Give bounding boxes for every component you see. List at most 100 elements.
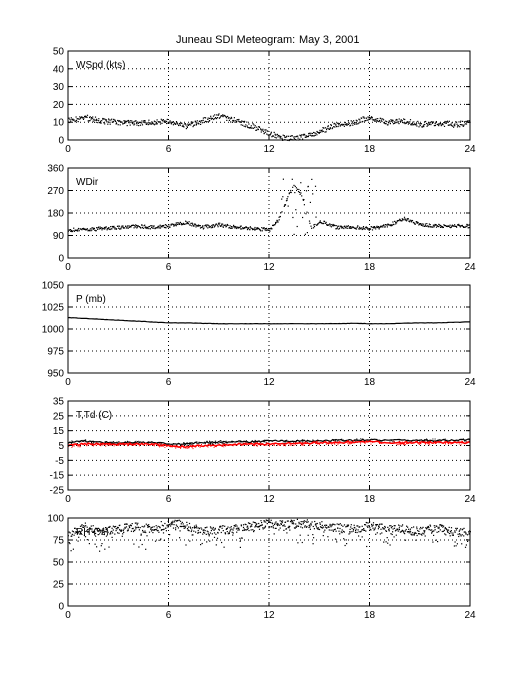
data-point bbox=[177, 123, 179, 125]
data-point bbox=[246, 526, 248, 528]
data-point bbox=[286, 199, 288, 201]
data-point bbox=[418, 126, 420, 128]
data-point bbox=[97, 228, 99, 230]
data-point bbox=[146, 227, 148, 230]
data-point bbox=[380, 443, 382, 444]
data-point bbox=[195, 446, 197, 448]
data-point bbox=[169, 534, 171, 536]
data-point bbox=[145, 227, 147, 229]
data-point bbox=[111, 536, 113, 538]
data-point bbox=[157, 227, 159, 229]
data-point bbox=[315, 523, 317, 525]
data-point bbox=[256, 445, 258, 447]
data-point bbox=[297, 525, 300, 527]
y-tick-label: 100 bbox=[47, 514, 64, 525]
data-point bbox=[103, 443, 105, 445]
data-point bbox=[303, 521, 305, 523]
data-point bbox=[192, 527, 194, 529]
data-point bbox=[402, 121, 404, 124]
data-point bbox=[270, 228, 272, 230]
data-point bbox=[221, 527, 223, 529]
data-point bbox=[232, 441, 234, 443]
data-point bbox=[373, 441, 375, 443]
data-point bbox=[192, 223, 194, 225]
data-point bbox=[212, 117, 214, 120]
data-point bbox=[298, 188, 300, 191]
data-point bbox=[271, 440, 273, 442]
data-point bbox=[399, 441, 401, 442]
data-point bbox=[342, 439, 344, 441]
data-point bbox=[359, 121, 361, 123]
data-point bbox=[184, 442, 185, 444]
data-point bbox=[102, 442, 104, 444]
data-point bbox=[183, 525, 185, 527]
data-point bbox=[80, 533, 82, 535]
data-point bbox=[252, 228, 255, 230]
data-point bbox=[254, 443, 256, 445]
data-point bbox=[304, 233, 306, 235]
data-point bbox=[238, 226, 240, 229]
data-point bbox=[455, 121, 457, 123]
data-point bbox=[339, 125, 341, 127]
data-point bbox=[467, 224, 469, 226]
data-point bbox=[341, 532, 343, 534]
data-point bbox=[402, 524, 404, 526]
data-point bbox=[142, 441, 144, 443]
data-point bbox=[138, 445, 140, 447]
data-point bbox=[114, 227, 116, 229]
data-point bbox=[159, 526, 161, 528]
data-point bbox=[290, 444, 292, 446]
data-point bbox=[358, 228, 360, 230]
data-point bbox=[446, 529, 449, 531]
data-point bbox=[183, 126, 185, 128]
data-point bbox=[361, 117, 363, 119]
data-point bbox=[165, 227, 167, 229]
data-point bbox=[78, 118, 80, 120]
data-point bbox=[169, 121, 171, 123]
data-point bbox=[217, 222, 220, 224]
data-point bbox=[137, 441, 139, 442]
data-point bbox=[381, 120, 383, 123]
data-point bbox=[71, 445, 73, 446]
data-point bbox=[199, 225, 201, 227]
data-point bbox=[313, 135, 315, 137]
data-point bbox=[122, 226, 124, 228]
data-point bbox=[160, 443, 162, 445]
data-point bbox=[413, 534, 415, 536]
data-point bbox=[275, 134, 277, 136]
y-tick-label: 1000 bbox=[42, 325, 65, 336]
data-point bbox=[269, 228, 271, 230]
data-point bbox=[407, 531, 409, 533]
data-point bbox=[205, 117, 207, 119]
data-point bbox=[354, 531, 357, 533]
data-point bbox=[221, 541, 223, 544]
data-point bbox=[283, 444, 285, 445]
data-point bbox=[359, 119, 361, 121]
data-point bbox=[413, 533, 415, 535]
data-point bbox=[445, 534, 447, 536]
data-point bbox=[411, 220, 414, 222]
data-point bbox=[442, 124, 444, 126]
data-point bbox=[422, 526, 424, 528]
data-point bbox=[271, 526, 273, 528]
data-point bbox=[418, 530, 420, 532]
data-point bbox=[452, 225, 454, 227]
x-tick-label: 0 bbox=[65, 494, 71, 505]
data-point bbox=[269, 526, 271, 528]
data-point bbox=[392, 441, 394, 443]
data-point bbox=[455, 440, 457, 442]
data-point bbox=[198, 445, 199, 447]
data-point bbox=[279, 135, 281, 137]
data-point bbox=[346, 525, 348, 528]
data-point bbox=[459, 529, 461, 531]
data-point bbox=[437, 527, 439, 529]
data-point bbox=[140, 534, 142, 536]
data-point bbox=[325, 222, 327, 224]
data-point bbox=[146, 442, 148, 444]
data-point bbox=[400, 531, 402, 533]
data-point bbox=[419, 123, 421, 125]
data-point bbox=[335, 123, 337, 125]
data-point bbox=[286, 439, 288, 441]
data-point bbox=[312, 543, 314, 545]
data-point bbox=[385, 120, 387, 122]
